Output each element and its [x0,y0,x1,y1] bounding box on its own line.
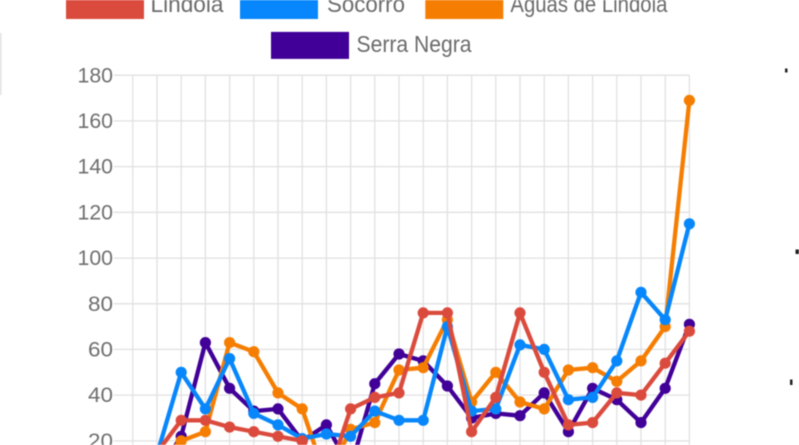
svg-text:120: 120 [78,200,114,224]
svg-text:Lindóia: Lindóia [151,0,224,17]
svg-text:80: 80 [88,292,113,316]
svg-text:Serra Negra: Serra Negra [357,31,472,57]
svg-text:Águas de Lindóia: Águas de Lindóia [510,0,667,17]
svg-text:140: 140 [78,155,114,179]
svg-text:20: 20 [88,429,113,445]
svg-text:40: 40 [88,383,113,407]
svg-text:Socorro: Socorro [327,0,405,17]
svg-text:160: 160 [78,109,114,133]
svg-text:180: 180 [78,63,114,87]
svg-text:60: 60 [88,338,113,362]
svg-text:100: 100 [78,246,114,270]
